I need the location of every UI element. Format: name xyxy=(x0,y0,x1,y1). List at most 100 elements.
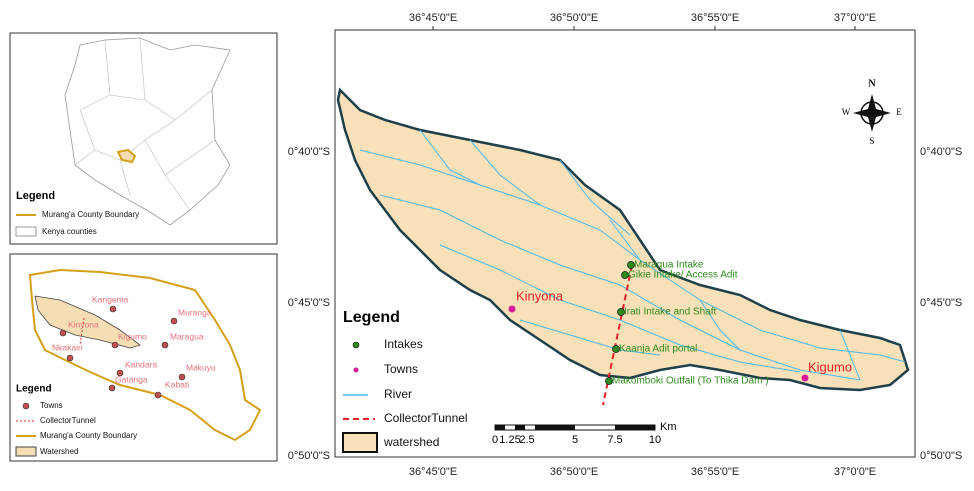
latitude-label: 0°40'0"S xyxy=(288,146,330,158)
scale-label: 2.5 xyxy=(519,434,534,446)
intake-label: Maragua Intake xyxy=(634,260,704,271)
town-point xyxy=(801,374,809,382)
latitude-label: 0°45'0"S xyxy=(920,297,962,309)
legend-symbol xyxy=(15,446,37,457)
compass-star xyxy=(853,94,891,132)
legend-symbol xyxy=(15,226,37,237)
collector-tunnel xyxy=(79,317,85,346)
town-label: Kigumo xyxy=(118,331,147,341)
town-group: Kinyona Kigumo xyxy=(508,288,852,382)
latitude-label: 0°50'0"S xyxy=(920,450,962,462)
scale-segment xyxy=(535,425,575,430)
intake-label: Kaanja Adit portal xyxy=(619,344,697,355)
longitude-label: 36°50'0"E xyxy=(550,12,598,24)
scale-label: 1.25 xyxy=(499,434,520,446)
legend-item: River xyxy=(384,387,412,401)
town-label: Muranga xyxy=(178,307,212,317)
legend-symbol xyxy=(22,402,30,410)
legend-symbol xyxy=(352,341,360,349)
legend-title: Legend xyxy=(343,309,400,326)
town-point xyxy=(116,369,124,377)
town-label: Makuyu xyxy=(186,362,216,372)
intake-label: Makomboki Outfall (To Thika Dam ) xyxy=(612,376,769,387)
intake-label: Gikie Intake/ Access Adit xyxy=(628,270,738,281)
county-inset: Kangema Muranga Kinyona Kigumo Maragua Nkakai… xyxy=(9,253,278,462)
intake-point xyxy=(621,271,629,279)
river xyxy=(419,129,641,261)
longitude-label: 36°55'0"E xyxy=(691,12,739,24)
legend-item: Watershed xyxy=(40,447,78,456)
town-label: Kinyona xyxy=(516,288,564,303)
town-label: Kangema xyxy=(92,294,129,304)
latitude-label: 0°45'0"S xyxy=(288,297,330,309)
town-point xyxy=(154,391,162,399)
latitude-label: 0°50'0"S xyxy=(288,450,330,462)
town-point xyxy=(161,341,169,349)
scale-label: 5 xyxy=(572,434,578,446)
intake-label: Irati Intake and Shaft xyxy=(624,307,717,318)
town-label: Kinyona xyxy=(68,319,99,329)
intake-point xyxy=(605,377,613,385)
watershed xyxy=(336,87,910,392)
scale-unit: Km xyxy=(660,421,677,433)
longitude-label: 37°0'0"E xyxy=(834,466,876,478)
scale-segment xyxy=(495,425,505,430)
scale-segment xyxy=(615,425,655,430)
town-group: Kangema Muranga Kinyona Kigumo Maragua Nkakai… xyxy=(52,294,216,399)
river xyxy=(519,299,861,381)
river xyxy=(379,194,861,381)
scale-label: 10 xyxy=(649,434,661,446)
legend-item: CollectorTunnel xyxy=(40,416,96,425)
compass-label: N xyxy=(868,78,876,89)
town-label: Maragua xyxy=(170,331,204,341)
legend-item: CollectorTunnel xyxy=(384,411,468,425)
muranga-highlight xyxy=(116,148,137,164)
legend-item: Kenya counties xyxy=(42,227,97,236)
intake-point xyxy=(612,345,620,353)
kenya-outline xyxy=(64,37,231,226)
town-point xyxy=(178,373,186,381)
legend-symbol xyxy=(353,367,359,373)
legend-title: Legend xyxy=(16,190,55,202)
watershed xyxy=(34,295,141,349)
legend-item: Intakes xyxy=(384,337,423,351)
town-point xyxy=(108,384,116,392)
longitude-label: 36°55'0"E xyxy=(691,466,739,478)
town-point xyxy=(508,305,516,313)
longitude-label: 36°50'0"E xyxy=(550,466,598,478)
map-legend: Legend Intakes Towns River CollectorTunn… xyxy=(342,309,468,453)
town-point xyxy=(111,341,119,349)
intake-point xyxy=(627,261,635,269)
coordinate-labels: 36°45'0"E 36°45'0"E 36°50'0"E 36°50'0"E 36°5… xyxy=(288,12,962,478)
legend-title: Legend xyxy=(16,384,52,395)
legend-item: Murang'a County Boundary xyxy=(40,431,137,440)
town-label: Kabati xyxy=(165,379,189,389)
longitude-label: 36°45'0"E xyxy=(409,12,457,24)
compass-label: S xyxy=(869,136,874,146)
town-point xyxy=(109,305,117,313)
scale-bar: Km 0 1.252.5 5 7.5 10 xyxy=(492,421,677,446)
river xyxy=(439,244,801,373)
legend-item: Towns xyxy=(40,401,63,410)
longitude-label: 36°45'0"E xyxy=(409,466,457,478)
town-point xyxy=(170,317,178,325)
legend-symbol xyxy=(342,432,378,453)
scale-label: 0 xyxy=(492,434,498,446)
rivers xyxy=(359,129,906,381)
compass-label: E xyxy=(896,107,902,117)
town-point xyxy=(66,354,74,362)
north-arrow: N S W E xyxy=(842,78,903,146)
compass-label: W xyxy=(842,107,851,117)
town-label: Kigumo xyxy=(808,359,852,374)
kenya-inset: Legend Murang'a County Boundary Kenya co… xyxy=(9,32,278,245)
longitude-label: 37°0'0"E xyxy=(834,12,876,24)
intake-point xyxy=(617,308,625,316)
town-label: Gatanga xyxy=(115,374,148,384)
legend-item: watershed xyxy=(383,435,439,449)
latitude-label: 0°40'0"S xyxy=(920,146,962,158)
town-point xyxy=(59,329,67,337)
county-lines xyxy=(74,37,216,211)
